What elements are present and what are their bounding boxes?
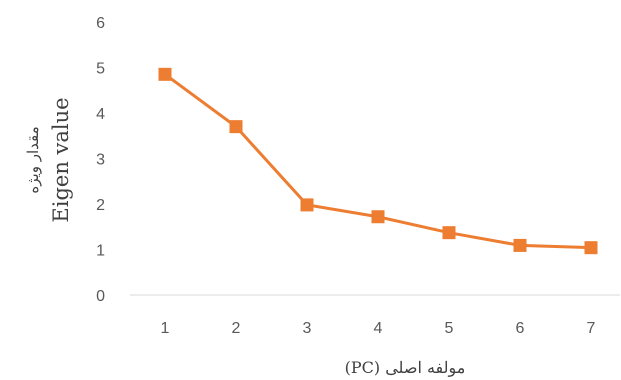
y-tick-labels: 0 1 2 3 4 5 6	[96, 15, 105, 305]
data-point-marker	[584, 241, 598, 255]
y-axis-label-english: Eigen value	[49, 97, 73, 222]
x-tick-label: 6	[516, 320, 525, 337]
x-tick-labels: 1 2 3 4 5 6 7	[161, 320, 596, 337]
data-point-marker	[300, 198, 314, 212]
y-axis-label-persian: مقدار ویژه	[24, 126, 42, 193]
x-tick-label: 2	[232, 320, 241, 337]
x-tick-label: 5	[445, 320, 454, 337]
data-point-marker	[513, 238, 527, 252]
y-tick-label: 6	[96, 15, 105, 32]
x-axis-label: مولفه اصلی (PC)	[345, 358, 466, 377]
x-tick-label: 7	[587, 320, 596, 337]
data-point-marker	[442, 226, 456, 240]
x-tick-label: 1	[161, 320, 170, 337]
y-tick-label: 3	[96, 152, 105, 169]
data-point-marker	[158, 67, 172, 81]
x-tick-label: 4	[374, 320, 383, 337]
y-tick-label: 5	[96, 61, 105, 78]
y-tick-label: 2	[96, 197, 105, 214]
y-tick-label: 4	[96, 106, 105, 123]
x-tick-label: 3	[303, 320, 312, 337]
data-point-marker	[371, 210, 385, 224]
data-point-marker	[229, 120, 243, 134]
y-tick-label: 0	[96, 288, 105, 305]
y-tick-label: 1	[96, 243, 105, 260]
series-markers	[158, 67, 598, 255]
